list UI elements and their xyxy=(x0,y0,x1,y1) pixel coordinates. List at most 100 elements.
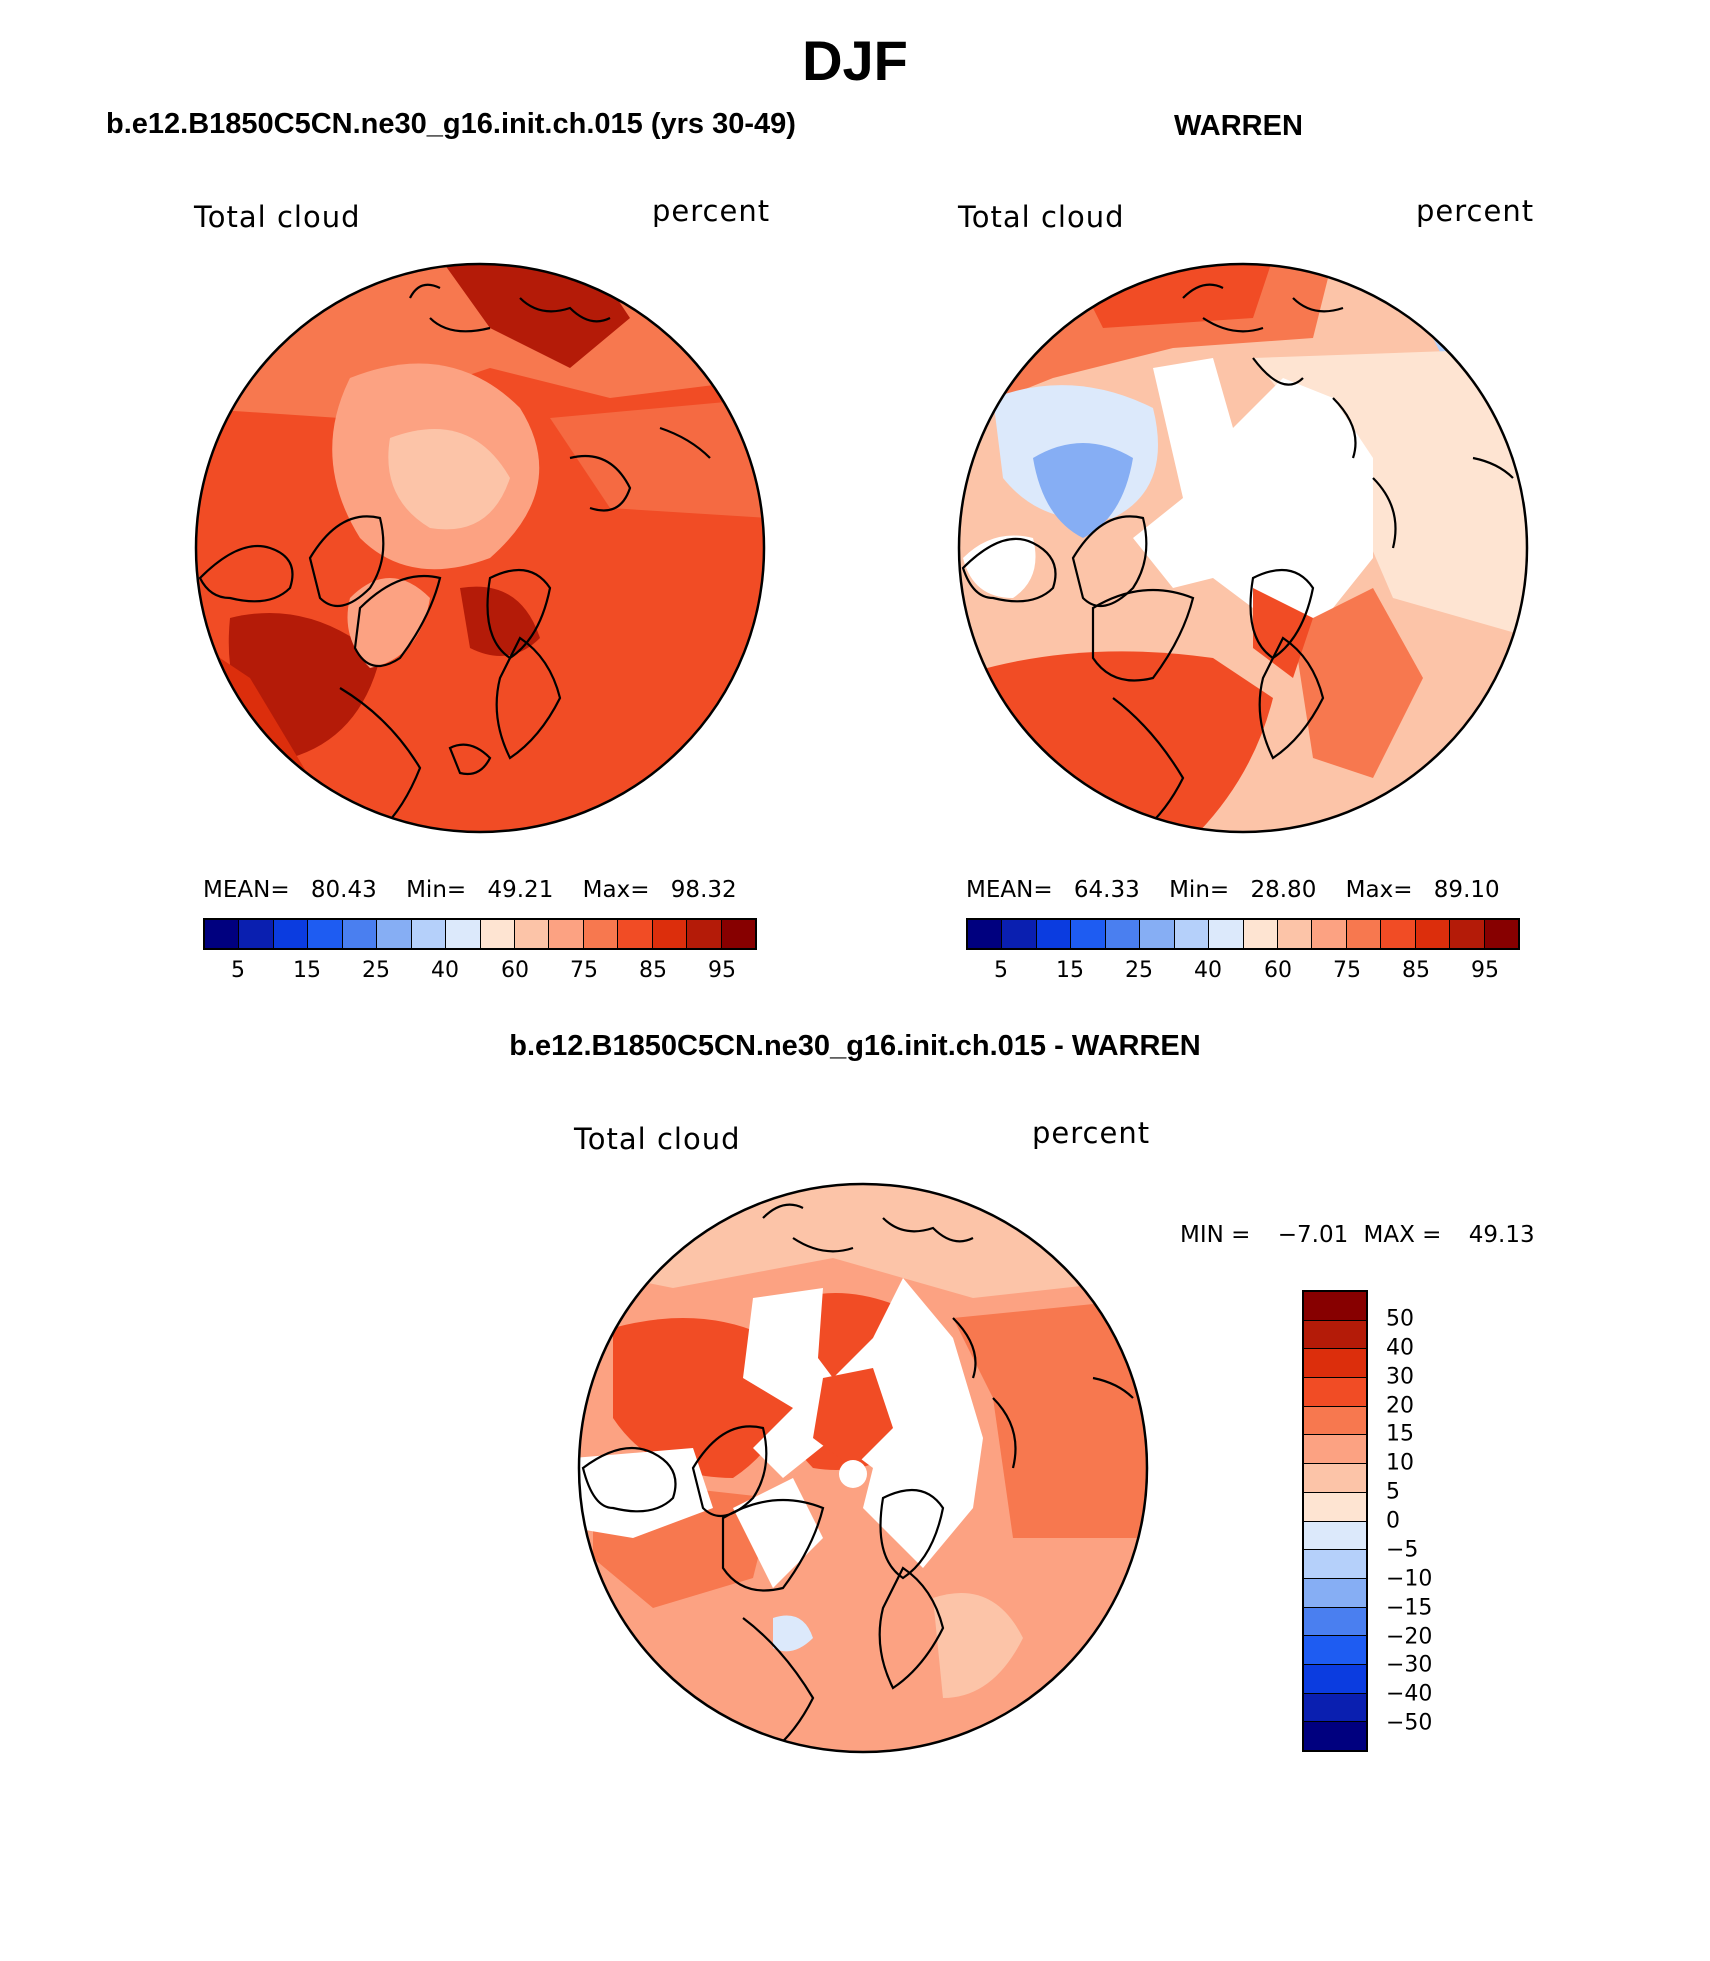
colorbar-swatch xyxy=(1304,1435,1366,1465)
colorbar-swatch xyxy=(514,920,550,948)
panel-1-min-value: 49.21 xyxy=(487,877,554,903)
panel-2-variable: Total cloud xyxy=(958,200,1125,234)
colorbar-tick: 40 xyxy=(1386,1335,1414,1361)
diff-panel-title: b.e12.B1850C5CN.ne30_g16.init.ch.015 - W… xyxy=(509,1030,1201,1062)
colorbar-swatch xyxy=(1304,1664,1366,1694)
colorbar-swatch xyxy=(1304,1464,1366,1493)
panel-2-min-value: 28.80 xyxy=(1250,877,1317,903)
colorbar-swatch xyxy=(549,920,584,948)
colorbar-swatch xyxy=(1209,920,1244,948)
colorbar-swatch xyxy=(1304,1406,1366,1436)
colorbar-swatch xyxy=(1277,920,1313,948)
diff-panel-units: percent xyxy=(1032,1116,1151,1150)
panel-1-max-label: Max= xyxy=(582,877,650,903)
colorbar-swatch xyxy=(205,920,240,948)
panel-1-field-region xyxy=(550,398,764,518)
panel-2-stats: MEAN= 64.33 Min= 28.80 Max= 89.10 xyxy=(966,877,1500,903)
colorbar-tick: 5 xyxy=(231,958,245,983)
colorbar-swatch xyxy=(1304,1492,1366,1522)
colorbar-swatch xyxy=(1071,920,1106,948)
panel-2-map-border xyxy=(957,262,1529,834)
panel-1-field-region xyxy=(440,264,630,368)
colorbar-swatch xyxy=(1304,1320,1366,1350)
panel-1-field-region xyxy=(388,429,510,530)
diff-field-region xyxy=(813,1368,893,1468)
colorbar-swatch xyxy=(1304,1349,1366,1379)
panel-2-field-region xyxy=(1073,264,1273,328)
colorbar-tick: 5 xyxy=(1386,1479,1400,1505)
colorbar-swatch xyxy=(1140,920,1175,948)
colorbar-tick: −30 xyxy=(1386,1652,1433,1678)
colorbar-tick: 95 xyxy=(1471,958,1499,983)
panel-1-coastlines xyxy=(198,283,711,832)
colorbar-tick: 5 xyxy=(994,958,1008,983)
colorbar-tick: 60 xyxy=(1264,958,1292,983)
colorbar-swatch xyxy=(721,920,755,948)
panel-1-min-label: Min= xyxy=(406,877,467,903)
colorbar-swatch xyxy=(1450,920,1485,948)
panel-2-max-value: 89.10 xyxy=(1433,877,1500,903)
colorbar-tick: 15 xyxy=(1386,1421,1414,1447)
diff-stats: MIN = −7.01 MAX = 49.13 xyxy=(1180,1222,1535,1248)
diff-field-region xyxy=(933,1593,1023,1698)
colorbar-tick: 85 xyxy=(639,958,667,983)
colorbar-swatch xyxy=(480,920,515,948)
panel-1-units: percent xyxy=(652,194,771,228)
panel-2-field-region xyxy=(1293,588,1423,778)
diff-missing-data xyxy=(579,1448,713,1538)
diff-field-region xyxy=(773,1615,813,1652)
diff-panel-polar-map xyxy=(577,1182,1149,1754)
panel-1-colorbar-ticks: 5 15 25 40 60 75 85 95 xyxy=(203,958,757,988)
colorbar-swatch xyxy=(239,920,274,948)
colorbar-swatch xyxy=(1036,920,1072,948)
colorbar-tick: 25 xyxy=(362,958,390,983)
colorbar-tick: 20 xyxy=(1386,1393,1414,1418)
panel-1-mean-label: MEAN= xyxy=(203,877,290,903)
colorbar-swatch xyxy=(618,920,653,948)
colorbar-swatch xyxy=(308,920,343,948)
colorbar-swatch xyxy=(1243,920,1278,948)
panel-1-colorbar xyxy=(203,918,757,950)
colorbar-tick: −15 xyxy=(1386,1595,1433,1621)
colorbar-swatch xyxy=(1174,920,1210,948)
colorbar-tick: 60 xyxy=(501,958,529,983)
colorbar-tick: 75 xyxy=(1333,958,1361,983)
panel-1-title: b.e12.B1850C5CN.ne30_g16.init.ch.015 (yr… xyxy=(106,108,796,140)
colorbar-tick: 75 xyxy=(570,958,598,983)
colorbar-tick: −50 xyxy=(1386,1710,1433,1736)
colorbar-tick: 10 xyxy=(1386,1450,1414,1476)
panel-2-units: percent xyxy=(1416,194,1535,228)
colorbar-tick: 50 xyxy=(1386,1306,1414,1332)
colorbar-swatch xyxy=(1304,1636,1366,1665)
panel-1-max-value: 98.32 xyxy=(670,877,737,903)
colorbar-tick: 25 xyxy=(1125,958,1153,983)
figure-title: DJF xyxy=(802,29,908,92)
panel-2-min-label: Min= xyxy=(1169,877,1230,903)
panel-2-missing-data xyxy=(1133,358,1373,658)
colorbar-swatch xyxy=(1304,1550,1366,1579)
colorbar-swatch xyxy=(1346,920,1382,948)
colorbar-tick: 85 xyxy=(1402,958,1430,983)
diff-colorbar-ticks: 50 40 30 20 15 10 5 0 −5 −10 −15 −20 −30… xyxy=(1386,1290,1466,1752)
diff-min-label: MIN = xyxy=(1180,1222,1251,1248)
colorbar-swatch xyxy=(377,920,412,948)
panel-1-mean-value: 80.43 xyxy=(310,877,377,903)
panel-1-map-border xyxy=(194,262,766,834)
panel-1-stats: MEAN= 80.43 Min= 49.21 Max= 98.32 xyxy=(203,877,737,903)
colorbar-swatch xyxy=(1105,920,1141,948)
colorbar-tick: −20 xyxy=(1386,1624,1433,1649)
panel-2-field-region xyxy=(1033,443,1133,538)
colorbar-swatch xyxy=(583,920,619,948)
colorbar-swatch xyxy=(1484,920,1518,948)
colorbar-swatch xyxy=(1304,1722,1366,1750)
diff-min-value: −7.01 xyxy=(1277,1222,1349,1248)
colorbar-swatch xyxy=(342,920,378,948)
colorbar-tick: −5 xyxy=(1386,1537,1419,1563)
colorbar-swatch xyxy=(1304,1607,1366,1637)
diff-max-label: MAX = xyxy=(1363,1222,1442,1248)
panel-2-mean-value: 64.33 xyxy=(1073,877,1140,903)
panel-2-title: WARREN xyxy=(1174,110,1303,142)
colorbar-swatch xyxy=(1304,1521,1366,1551)
colorbar-swatch xyxy=(1304,1578,1366,1608)
colorbar-tick: 40 xyxy=(431,958,459,983)
